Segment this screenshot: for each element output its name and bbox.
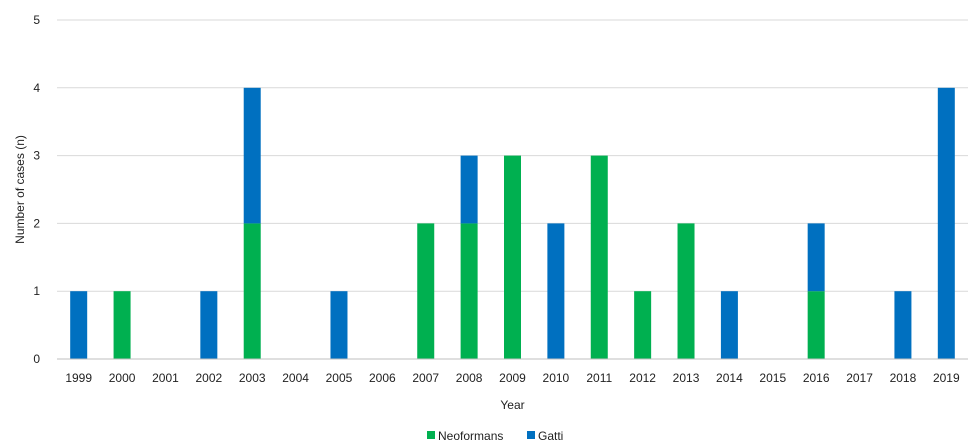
y-tick-label: 2 [33, 216, 40, 230]
y-axis-title: Number of cases (n) [13, 135, 27, 244]
bar-gatti-1999 [70, 291, 88, 359]
bar-gatti-2008 [460, 155, 478, 224]
bar-gatti-2014 [720, 291, 738, 359]
x-tick-label: 2010 [543, 371, 570, 385]
legend-swatch-gatti [527, 431, 535, 439]
legend: Neoformans Gatti [427, 429, 563, 443]
x-tick-label: 2003 [239, 371, 266, 385]
x-axis-title: Year [500, 398, 524, 412]
bar-gatti-2016 [807, 223, 825, 292]
x-tick-label: 2011 [586, 371, 612, 385]
y-tick-label: 5 [33, 13, 40, 27]
x-tick-label: 2017 [846, 371, 873, 385]
x-tick-label: 2004 [282, 371, 309, 385]
bar-neoformans-2003 [243, 223, 261, 359]
x-tick-label: 2001 [152, 371, 179, 385]
x-tick-label: 2014 [716, 371, 743, 385]
bar-neoformans-2016 [807, 291, 825, 359]
x-tick-label: 2008 [456, 371, 483, 385]
bar-neoformans-2013 [677, 223, 695, 359]
x-tick-label: 2019 [933, 371, 960, 385]
bar-gatti-2019 [937, 87, 955, 360]
x-tick-label: 2005 [326, 371, 353, 385]
x-tick-label: 2015 [759, 371, 786, 385]
x-tick-label: 2012 [629, 371, 656, 385]
y-tick-label: 1 [33, 284, 40, 298]
x-tick-label: 2007 [412, 371, 439, 385]
x-tick-label: 2018 [890, 371, 917, 385]
bar-gatti-2010 [547, 223, 565, 359]
bar-gatti-2003 [243, 87, 261, 224]
bars [70, 87, 955, 360]
bar-neoformans-2008 [460, 223, 478, 359]
x-tick-label: 2000 [109, 371, 136, 385]
legend-label-neoformans: Neoformans [438, 429, 503, 443]
bar-neoformans-2007 [417, 223, 435, 359]
y-axis-ticks: 0 1 2 3 4 5 [33, 13, 40, 366]
bar-gatti-2002 [200, 291, 218, 359]
y-tick-label: 4 [33, 81, 40, 95]
x-tick-label: 2009 [499, 371, 526, 385]
legend-label-gatti: Gatti [538, 429, 563, 443]
bar-neoformans-2009 [504, 155, 521, 359]
y-tick-label: 3 [33, 149, 40, 163]
x-axis-ticks: 1999 2000 2001 2002 2003 2004 2005 2006 2007 2008… [65, 371, 960, 385]
bar-neoformans-2000 [113, 291, 131, 359]
x-tick-label: 1999 [65, 371, 92, 385]
bar-neoformans-2012 [634, 291, 652, 359]
x-tick-label: 2013 [673, 371, 700, 385]
bar-gatti-2018 [894, 291, 912, 359]
x-tick-label: 2016 [803, 371, 830, 385]
bar-neoformans-2011 [590, 155, 608, 359]
y-tick-label: 0 [33, 352, 40, 366]
legend-swatch-neoformans [427, 431, 435, 439]
bar-gatti-2005 [330, 291, 348, 359]
x-tick-label: 2002 [195, 371, 222, 385]
x-tick-label: 2006 [369, 371, 396, 385]
